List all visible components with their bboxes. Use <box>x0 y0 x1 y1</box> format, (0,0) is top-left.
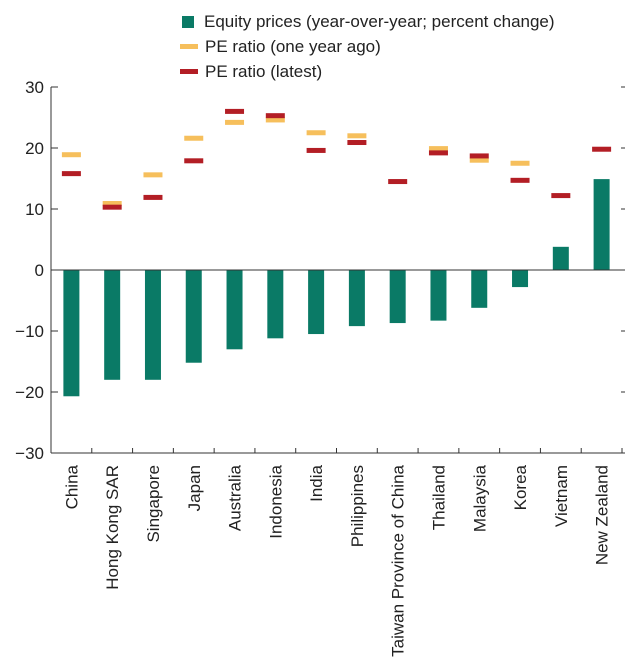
legend-item-pe-year-ago: PE ratio (one year ago) <box>180 34 555 59</box>
pe-year-ago-marker <box>428 146 448 152</box>
pe-latest-marker <box>143 194 163 200</box>
legend-swatch-pe-year-ago <box>180 44 198 49</box>
legend-item-equity: Equity prices (year-over-year; percent c… <box>180 9 555 34</box>
equity-bar <box>593 179 610 270</box>
x-tick-label: Thailand <box>429 465 448 530</box>
x-tick-label: China <box>62 464 81 509</box>
x-tick-label: Hong Kong SAR <box>103 465 122 590</box>
legend-label-equity: Equity prices (year-over-year; percent c… <box>204 11 555 31</box>
equity-bar <box>144 270 161 380</box>
pe-year-ago-marker <box>265 117 285 123</box>
equity-bar <box>185 270 202 363</box>
pe-latest-marker <box>184 158 204 164</box>
pe-latest-marker <box>510 177 530 183</box>
legend-swatch-pe-latest <box>180 69 198 74</box>
pe-latest-marker <box>306 147 326 153</box>
x-tick-label: Australia <box>226 464 245 531</box>
pe-year-ago-marker <box>143 172 163 178</box>
equity-bar <box>63 270 80 397</box>
pe-year-ago-marker <box>61 152 81 158</box>
equity-bar <box>430 270 447 321</box>
pe-latest-marker <box>388 179 408 185</box>
x-tick-label: Vietnam <box>552 465 571 527</box>
pe-year-ago-marker <box>469 157 489 163</box>
x-tick-label: Korea <box>511 464 530 510</box>
pe-year-ago-marker <box>510 160 530 166</box>
x-tick-label: Singapore <box>144 465 163 543</box>
x-tick-label: India <box>307 464 326 501</box>
y-tick-label: −20 <box>15 383 44 402</box>
legend: Equity prices (year-over-year; percent c… <box>180 9 555 84</box>
pe-latest-marker <box>592 146 612 152</box>
equity-bar <box>226 270 243 350</box>
pe-year-ago-marker <box>225 119 245 125</box>
pe-latest-marker <box>265 113 285 119</box>
pe-latest-marker <box>225 108 245 114</box>
pe-year-ago-marker <box>306 130 326 136</box>
legend-label-pe-latest: PE ratio (latest) <box>205 61 323 81</box>
pe-year-ago-marker <box>102 201 122 207</box>
pe-latest-marker <box>347 140 367 146</box>
x-tick-label: Indonesia <box>266 464 285 538</box>
y-tick-label: 10 <box>25 200 44 219</box>
y-tick-label: 20 <box>25 139 44 158</box>
equity-bar <box>348 270 365 327</box>
equity-bar <box>512 270 529 288</box>
legend-label-pe-year-ago: PE ratio (one year ago) <box>205 36 381 56</box>
legend-swatch-equity <box>182 15 194 28</box>
pe-latest-marker <box>551 193 571 199</box>
pe-year-ago-marker <box>347 133 367 139</box>
equity-bar <box>308 270 325 335</box>
y-tick-label: −30 <box>15 444 44 463</box>
y-tick-label: 0 <box>35 261 44 280</box>
y-tick-label: −10 <box>15 322 44 341</box>
pe-year-ago-marker <box>184 135 204 141</box>
x-tick-label: Malaysia <box>470 464 489 532</box>
equity-bar <box>267 270 284 339</box>
pe-latest-marker <box>428 150 448 156</box>
x-tick-label: Philippines <box>348 465 367 547</box>
x-tick-label: Taiwan Province of China <box>389 464 408 656</box>
equity-bar <box>471 270 488 308</box>
pe-latest-marker <box>61 171 81 177</box>
x-tick-label: Japan <box>185 465 204 511</box>
pe-latest-marker <box>469 153 489 159</box>
equity-bar <box>104 270 121 380</box>
equity-bar <box>552 246 569 270</box>
y-tick-label: 30 <box>25 78 44 97</box>
pe-latest-marker <box>102 204 122 210</box>
legend-item-pe-latest: PE ratio (latest) <box>180 59 555 84</box>
equity-bar <box>389 270 406 324</box>
x-tick-label: New Zealand <box>593 465 612 565</box>
